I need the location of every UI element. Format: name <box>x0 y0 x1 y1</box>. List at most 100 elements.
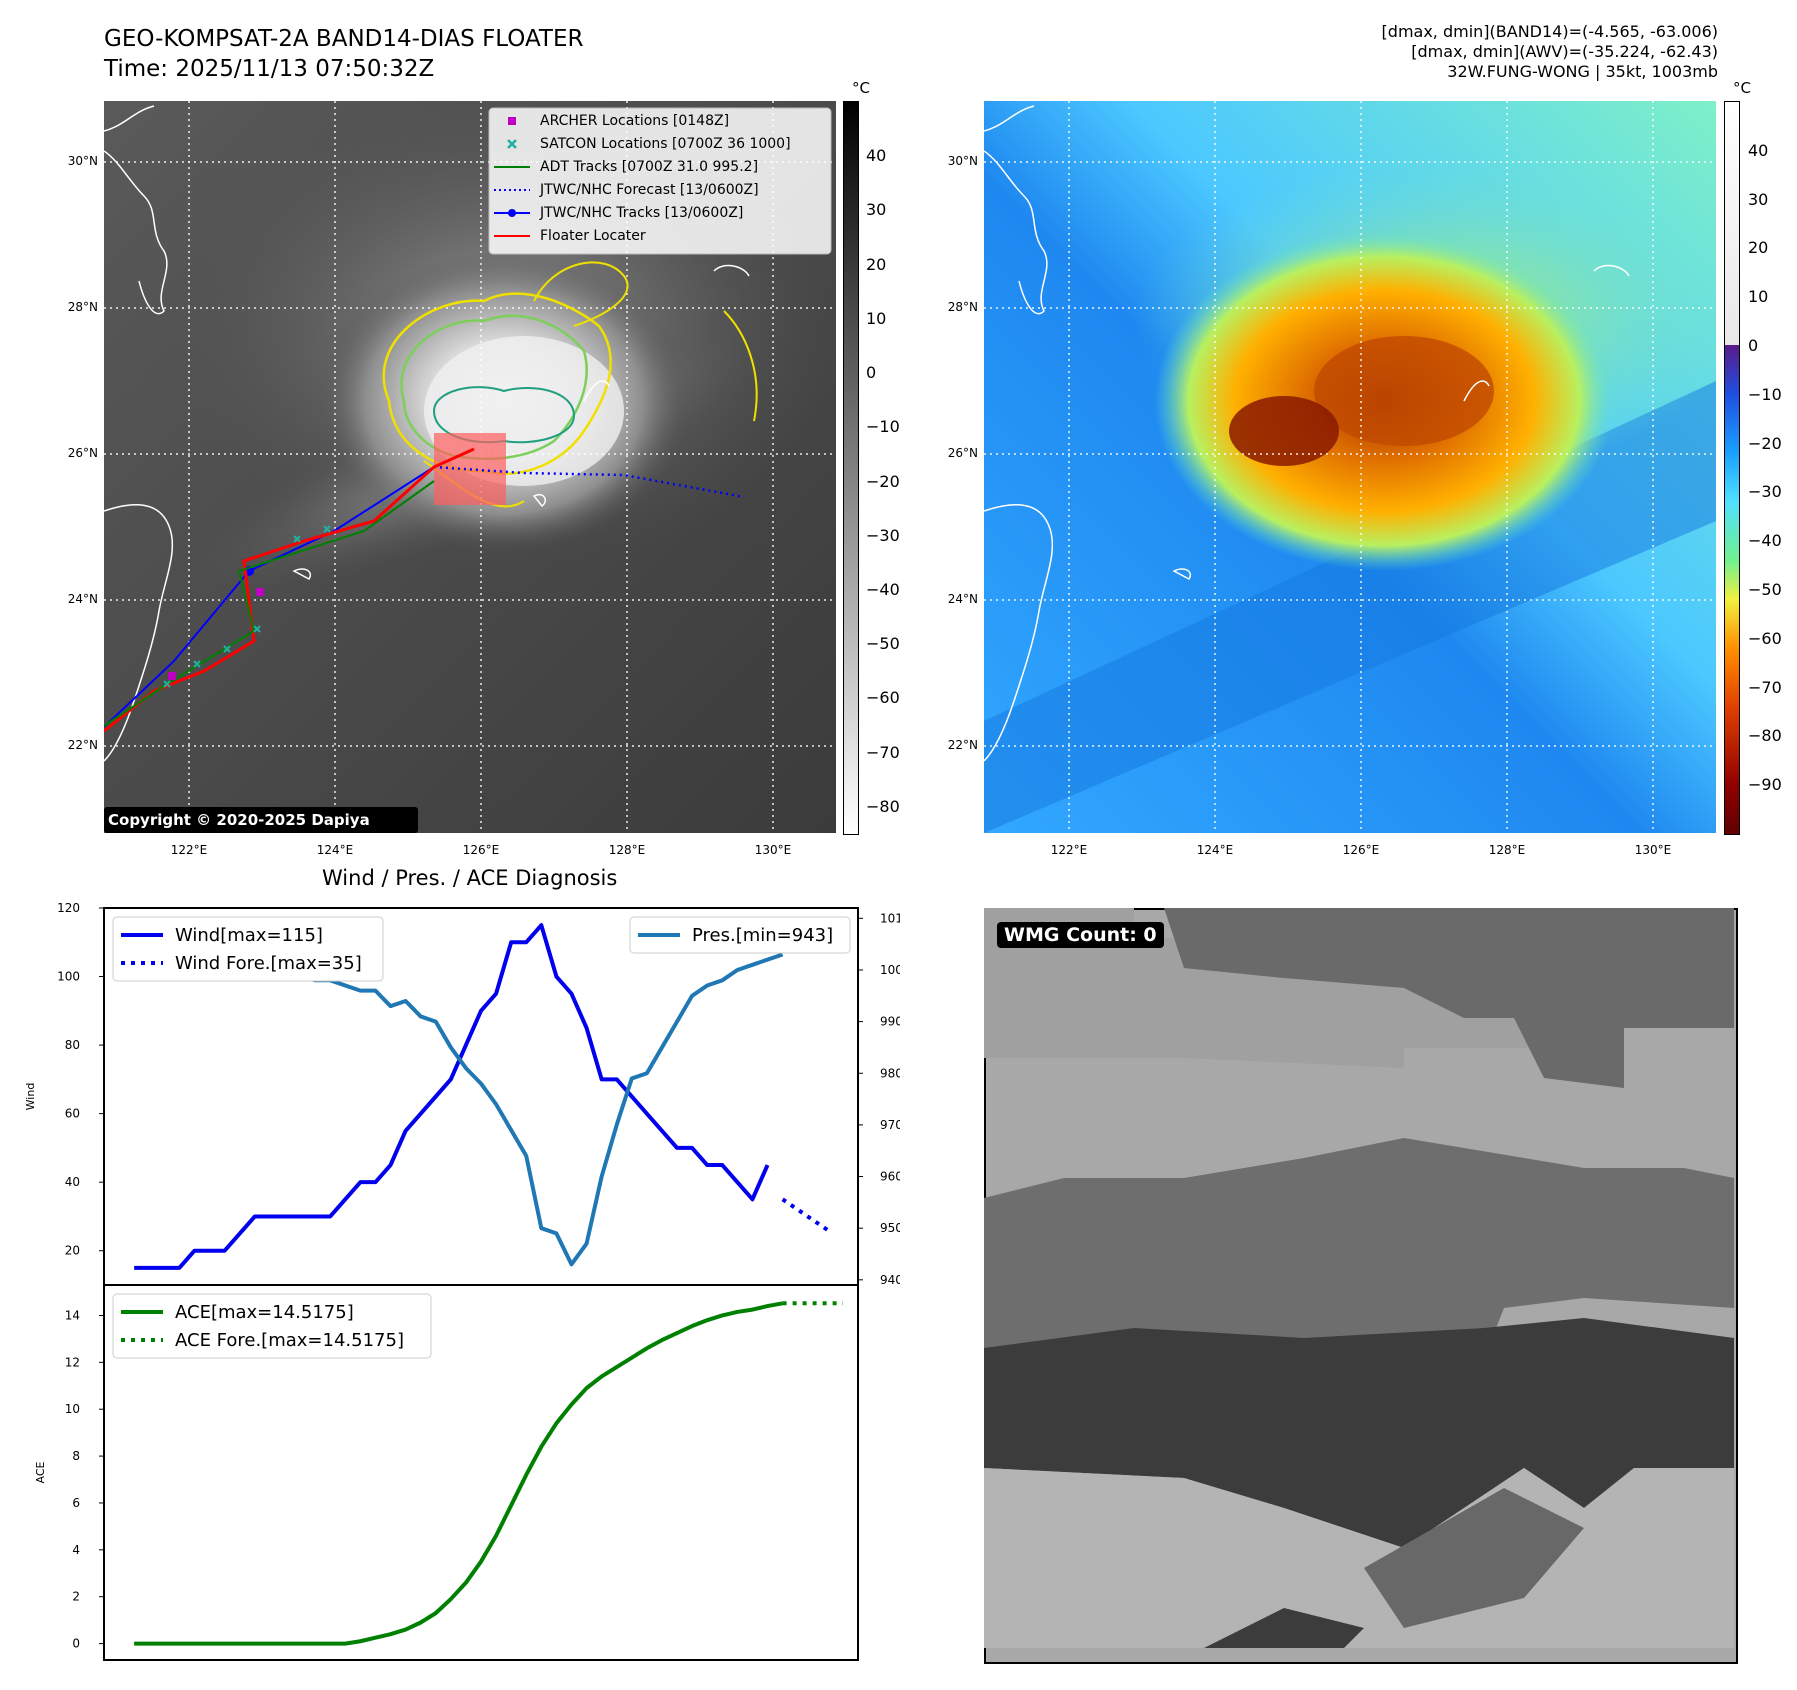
gray-colorbar-tick: −80 <box>866 796 900 816</box>
lon-label: 124°E <box>1196 843 1234 857</box>
archer-marker <box>256 588 264 596</box>
legend-entry: ARCHER Locations [0148Z] <box>494 111 830 131</box>
color-colorbar-tick: −80 <box>1748 726 1782 746</box>
ace-ytick-label: 4 <box>72 1543 80 1557</box>
legend-label: ACE Fore.[max=14.5175] <box>175 1330 404 1351</box>
wind-ytick-label: 80 <box>65 1038 80 1052</box>
legend-label: ACE[max=14.5175] <box>175 1302 354 1323</box>
series-wind <box>134 923 770 1270</box>
legend-marker <box>494 111 534 131</box>
ace-ytick-label: 0 <box>72 1637 80 1651</box>
pres-ytick-label: 960 <box>880 1170 900 1184</box>
awv-gridlines <box>984 101 1716 833</box>
copyright-text: Copyright © 2020-2025 Dapiya <box>108 811 370 829</box>
diagnosis-chart: 2040608010012094095096097098099010001010… <box>24 901 900 1661</box>
convection-core-east <box>1314 336 1494 446</box>
archer-marker <box>168 672 176 680</box>
info-storm: 32W.FUNG-WONG | 35kt, 1003mb <box>1447 62 1718 81</box>
lon-label: 130°E <box>1634 843 1672 857</box>
legend-entry: Floater Locater <box>494 226 830 246</box>
legend-label: SATCON Locations [0700Z 36 1000] <box>540 136 791 152</box>
color-colorbar-tick: −70 <box>1748 677 1782 697</box>
contour-yellow-east <box>723 310 758 422</box>
legend-entry: JTWC/NHC Tracks [13/0600Z] <box>494 203 830 223</box>
color-colorbar-tick: 40 <box>1748 140 1769 160</box>
legend-marker <box>494 226 534 246</box>
lon-label: 126°E <box>1342 843 1380 857</box>
wind-ytick-label: 120 <box>57 901 80 915</box>
legend-label: Pres.[min=943] <box>692 925 833 946</box>
legend-label: ADT Tracks [0700Z 31.0 995.2] <box>540 159 759 175</box>
lon-label: 128°E <box>608 843 646 857</box>
color-colorbar-tick: 20 <box>1748 238 1769 258</box>
map-coastlines <box>104 105 750 762</box>
ace-panel-frame <box>103 1284 859 1661</box>
lat-label: 24°N <box>947 592 978 606</box>
lat-label: 26°N <box>947 446 978 460</box>
wmg-region-darkest <box>984 1318 1734 1548</box>
color-colorbar-tick: −40 <box>1748 531 1782 551</box>
gray-colorbar-unit: °C <box>852 79 870 97</box>
figure-time: Time: 2025/11/13 07:50:32Z <box>104 56 435 82</box>
ace-ytick-label: 6 <box>72 1496 80 1510</box>
awv-map <box>984 101 1716 833</box>
gray-colorbar-tick: 30 <box>866 200 887 220</box>
wind-legend <box>112 916 384 982</box>
gray-colorbar <box>843 101 859 835</box>
pres-ytick-label: 1000 <box>880 963 900 977</box>
gray-colorbar-tick: −30 <box>866 525 900 545</box>
gray-colorbar-tick: −50 <box>866 634 900 654</box>
legend-marker <box>494 157 534 177</box>
info-awv: [dmax, dmin](AWV)=(-35.224, -62.43) <box>1411 42 1718 61</box>
pres-legend <box>629 916 851 954</box>
color-colorbar-tick: −90 <box>1748 775 1782 795</box>
pres-ytick-label: 940 <box>880 1273 900 1287</box>
contour-yellow-north <box>533 261 629 327</box>
pres-ytick-label: 990 <box>880 1015 900 1029</box>
wmg-region-mid-bottom <box>1364 1488 1584 1628</box>
map-legend <box>488 107 832 255</box>
legend-marker <box>494 203 534 223</box>
forecast-track <box>433 465 745 499</box>
wmg-panel <box>984 908 1738 1664</box>
legend-label: Wind Fore.[max=35] <box>175 953 362 974</box>
legend-marker <box>494 180 534 200</box>
wind-ytick-label: 60 <box>65 1107 80 1121</box>
wind-ytick-label: 20 <box>65 1244 80 1258</box>
legend-entry: JTWC/NHC Forecast [13/0600Z] <box>494 180 830 200</box>
gray-colorbar-tick: 20 <box>866 254 887 274</box>
color-colorbar <box>1724 101 1740 835</box>
lon-label: 130°E <box>754 843 792 857</box>
lat-label: 28°N <box>947 300 978 314</box>
ir-map <box>104 101 836 833</box>
lat-label: 26°N <box>67 446 98 460</box>
floater-locater-track <box>104 447 475 733</box>
lat-label: 28°N <box>67 300 98 314</box>
info-band14: [dmax, dmin](BAND14)=(-4.565, -63.006) <box>1381 22 1718 41</box>
legend-label: JTWC/NHC Tracks [13/0600Z] <box>540 205 744 221</box>
lon-label: 128°E <box>1488 843 1526 857</box>
legend-label: Floater Locater <box>540 228 646 244</box>
copyright-box <box>104 807 418 833</box>
lat-label: 30°N <box>67 154 98 168</box>
legend-entry: SATCON Locations [0700Z 36 1000] <box>494 134 830 154</box>
lon-label: 122°E <box>170 843 208 857</box>
chart-title: Wind / Pres. / ACE Diagnosis <box>322 866 618 890</box>
color-colorbar-tick: −50 <box>1748 580 1782 599</box>
lat-label: 24°N <box>67 592 98 606</box>
color-colorbar-tick: −20 <box>1748 433 1782 453</box>
gray-colorbar-tick: −40 <box>866 580 900 599</box>
legend-entry: ADT Tracks [0700Z 31.0 995.2] <box>494 157 830 177</box>
legend-label: JTWC/NHC Forecast [13/0600Z] <box>540 182 759 198</box>
lon-label: 124°E <box>316 843 354 857</box>
ace-ytick-label: 10 <box>65 1402 80 1416</box>
wind-axis-label: Wind <box>24 1083 37 1111</box>
ace-ytick-label: 14 <box>65 1308 80 1322</box>
gray-colorbar-tick: −70 <box>866 742 900 762</box>
figure-title: GEO-KOMPSAT-2A BAND14-DIAS FLOATER <box>104 26 584 52</box>
ace-axis-label: ACE <box>34 1461 47 1483</box>
wind-ytick-label: 100 <box>57 970 80 984</box>
wmg-region-dark-bottom <box>1204 1608 1364 1648</box>
